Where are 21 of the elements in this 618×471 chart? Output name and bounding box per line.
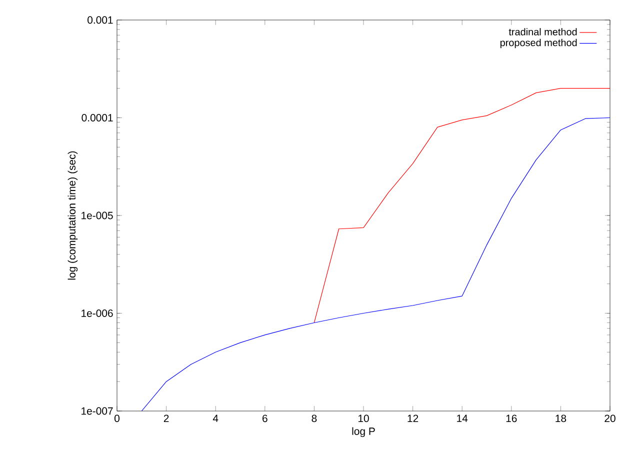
y-axis-title: log (computation time) (sec) [68,151,78,280]
y-tick-label: 0.001 [88,16,113,24]
x-tick-label: 18 [556,414,566,422]
x-axis-title: log P [352,427,375,438]
x-tick-label: 16 [506,414,517,422]
x-tick-label: 20 [604,414,616,422]
y-tick-label: 1e-005 [82,212,113,220]
x-tick-label: 2 [164,414,169,422]
x-tick-label: 0 [114,414,120,422]
line-series [141,117,610,412]
x-tick-label: 8 [312,414,317,422]
legend-label: tradinal method [508,28,577,36]
x-tick-label: 10 [358,414,369,422]
y-tick-label: 0.0001 [82,114,113,122]
y-tick-label: 1e-006 [82,310,113,317]
x-tick-label: 14 [457,414,468,422]
x-tick-label: 4 [212,414,218,422]
legend-label: proposed method [500,38,577,48]
x-tick-label: 12 [408,414,418,422]
x-tick-label: 6 [262,414,268,422]
y-tick-label: 1e-007 [82,407,113,415]
